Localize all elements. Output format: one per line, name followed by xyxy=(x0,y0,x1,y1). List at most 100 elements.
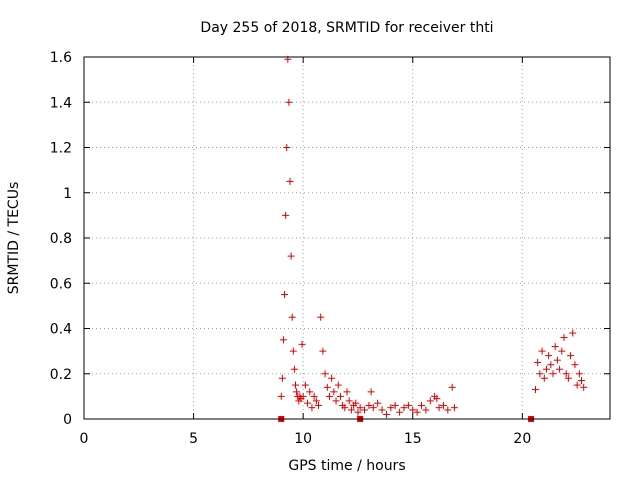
data-point xyxy=(328,374,336,382)
data-point xyxy=(312,397,320,405)
data-point xyxy=(304,399,312,407)
data-point xyxy=(575,370,583,378)
data-point xyxy=(286,177,294,185)
data-point xyxy=(536,370,544,378)
data-point xyxy=(578,377,586,385)
data-point xyxy=(298,340,306,348)
data-point xyxy=(435,404,443,412)
data-point xyxy=(341,404,349,412)
data-point xyxy=(540,374,548,382)
data-point xyxy=(287,252,295,260)
data-point xyxy=(433,395,441,403)
data-point xyxy=(374,399,382,407)
data-point xyxy=(400,404,408,412)
data-point xyxy=(538,347,546,355)
data-point xyxy=(317,313,325,321)
data-point xyxy=(551,343,559,351)
data-point xyxy=(361,406,369,414)
data-point xyxy=(439,401,447,409)
data-point xyxy=(278,374,286,382)
data-point xyxy=(285,98,293,106)
y-tick-labels: 0 0.2 0.4 0.6 0.8 1 1.2 1.4 1.6 xyxy=(50,50,72,428)
data-points xyxy=(277,55,588,422)
data-point xyxy=(319,347,327,355)
data-point xyxy=(288,313,296,321)
y-tick-label: 0.6 xyxy=(50,276,72,292)
y-tick-label: 1 xyxy=(63,186,72,202)
x-tick-label: 0 xyxy=(80,431,89,447)
data-point xyxy=(534,358,542,366)
data-point xyxy=(283,144,291,151)
data-point xyxy=(573,381,581,389)
plot-frame xyxy=(83,56,611,420)
data-point xyxy=(293,388,301,396)
data-point xyxy=(562,370,570,378)
data-point xyxy=(396,408,404,416)
data-point xyxy=(282,211,290,219)
data-point xyxy=(404,401,412,409)
data-point xyxy=(545,352,553,360)
data-point xyxy=(315,401,323,409)
data-point xyxy=(277,392,285,400)
y-tick-label: 1.4 xyxy=(50,95,72,111)
data-point xyxy=(301,381,309,389)
data-point xyxy=(289,347,297,355)
x-tick-labels: 0 5 10 15 20 xyxy=(80,431,532,447)
data-point xyxy=(531,386,539,394)
data-point xyxy=(549,370,557,378)
data-point xyxy=(378,406,386,414)
data-point xyxy=(556,365,564,373)
data-point xyxy=(413,408,421,416)
data-point xyxy=(382,410,390,418)
data-point xyxy=(567,352,575,360)
x-axis-label: GPS time / hours xyxy=(288,458,405,474)
data-point xyxy=(391,401,399,409)
y-tick-label: 0.8 xyxy=(50,231,72,247)
data-point xyxy=(450,404,458,412)
data-point xyxy=(343,388,351,396)
data-point xyxy=(558,347,566,355)
x-tick-label: 10 xyxy=(294,431,312,447)
data-point xyxy=(332,397,340,405)
data-point xyxy=(365,401,373,409)
data-point xyxy=(564,374,572,382)
data-point xyxy=(571,361,579,369)
data-point xyxy=(356,404,364,412)
data-point xyxy=(279,336,287,344)
data-point xyxy=(569,329,577,337)
data-point xyxy=(369,404,377,412)
grid-lines xyxy=(84,57,610,419)
chart-title: Day 255 of 2018, SRMTID for receiver tht… xyxy=(200,20,493,36)
data-point xyxy=(336,392,344,400)
data-point xyxy=(444,406,452,414)
data-point xyxy=(299,392,307,400)
data-point xyxy=(345,397,353,405)
data-point xyxy=(347,406,355,414)
x-tick-label: 5 xyxy=(189,431,198,447)
y-tick-label: 1.6 xyxy=(50,50,72,66)
data-point xyxy=(306,388,314,396)
data-point xyxy=(547,361,555,369)
data-point xyxy=(580,383,588,391)
y-axis-label: SRMTID / TECUs xyxy=(6,182,22,295)
data-point xyxy=(387,404,395,412)
x-tick-label: 20 xyxy=(513,431,531,447)
data-point xyxy=(352,399,360,407)
data-point xyxy=(422,406,430,414)
y-tick-label: 0.4 xyxy=(50,322,72,338)
data-point xyxy=(281,291,289,299)
data-point xyxy=(426,397,434,405)
data-point xyxy=(354,408,362,416)
x-tick-label: 15 xyxy=(404,431,422,447)
data-point xyxy=(291,381,299,389)
data-point xyxy=(334,381,342,389)
data-point xyxy=(367,388,375,396)
data-point xyxy=(542,365,550,373)
data-point xyxy=(290,365,298,373)
data-point xyxy=(308,404,316,412)
data-point xyxy=(330,388,338,396)
data-point xyxy=(310,392,318,400)
data-point xyxy=(560,334,568,342)
data-point xyxy=(323,383,331,391)
